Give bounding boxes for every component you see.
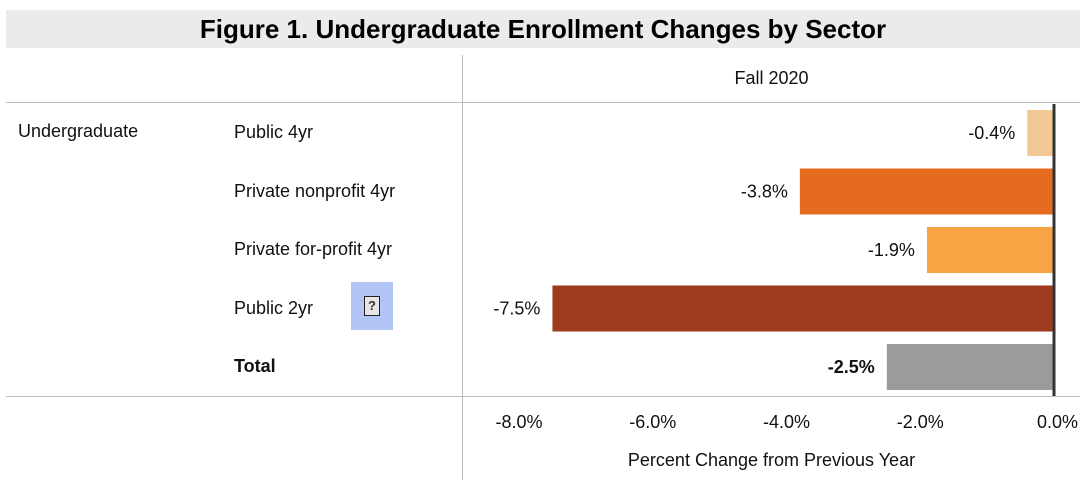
column-divider xyxy=(462,55,463,480)
value-label: -2.5% xyxy=(828,357,875,377)
x-tick-label: -4.0% xyxy=(763,412,810,432)
bar xyxy=(799,168,1054,215)
value-label: -7.5% xyxy=(493,299,540,319)
row-label: Public 2yr xyxy=(234,297,314,318)
bar xyxy=(552,285,1054,332)
value-label: -3.8% xyxy=(741,182,788,202)
bar xyxy=(886,344,1054,390)
x-tick-label: 0.0% xyxy=(1037,412,1078,432)
column-header: Fall 2020 xyxy=(734,68,809,88)
value-label: -0.4% xyxy=(968,123,1015,143)
bar xyxy=(1027,110,1054,156)
row-label: Private nonprofit 4yr xyxy=(234,180,396,201)
x-tick-label: -2.0% xyxy=(897,412,944,432)
bar xyxy=(926,227,1054,273)
row-label: Public 4yr xyxy=(234,122,314,142)
x-tick-label: -8.0% xyxy=(495,412,542,432)
x-tick-label: -6.0% xyxy=(629,412,676,432)
footer-divider xyxy=(6,396,1080,397)
x-axis-title: Percent Change from Previous Year xyxy=(627,450,916,470)
chart-title: Figure 1. Undergraduate Enrollment Chang… xyxy=(199,14,887,44)
help-icon: ? xyxy=(364,296,380,316)
row-label: Private for-profit 4yr xyxy=(234,239,393,259)
row-label: Total xyxy=(234,356,276,376)
group-label: Undergraduate xyxy=(18,121,139,141)
help-button[interactable]: ? xyxy=(351,282,393,330)
value-label: -1.9% xyxy=(868,240,915,260)
title-bar: Figure 1. Undergraduate Enrollment Chang… xyxy=(6,10,1080,48)
header-divider xyxy=(6,102,1080,103)
